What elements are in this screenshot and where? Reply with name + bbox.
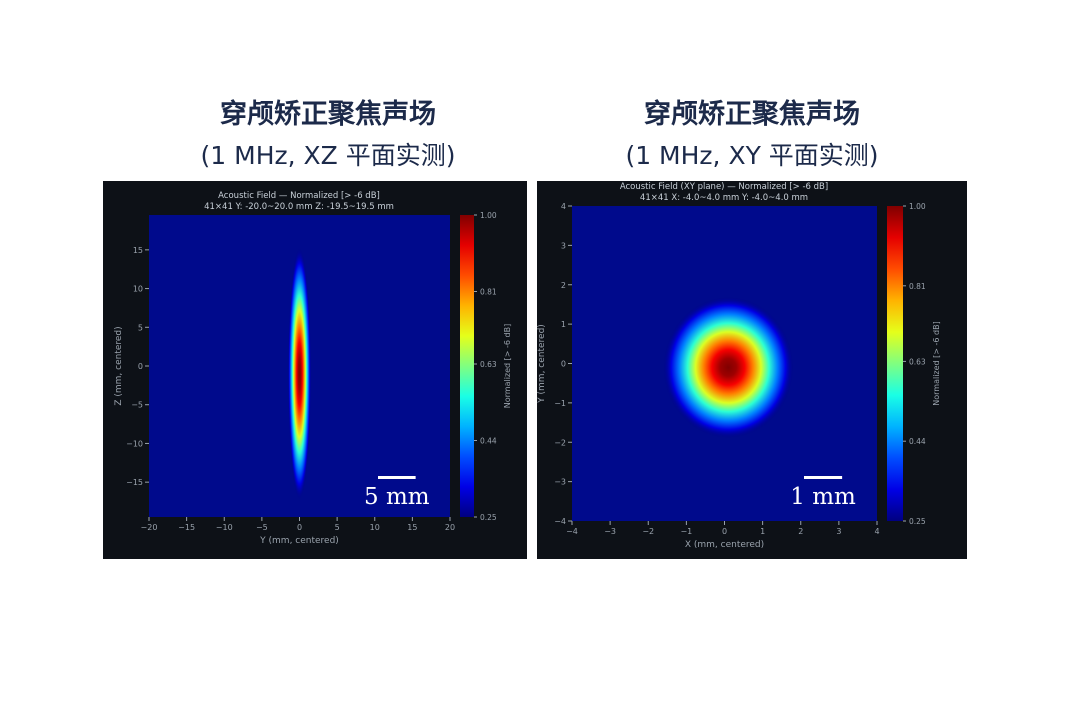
xz-x-tick-label: 10 <box>370 523 380 532</box>
xz-colorbar-tick-label: 0.63 <box>480 360 497 369</box>
xy-colorbar-tick-label: 1.00 <box>909 202 926 211</box>
xz-x-tick-label: 0 <box>297 523 302 532</box>
xy-colorbar-tick-label: 0.81 <box>909 282 926 291</box>
xy-y-axis-label: Y (mm, centered) <box>537 324 547 404</box>
xy-x-tick-label: 1 <box>760 527 765 536</box>
xy-x-tick-label: −3 <box>604 527 616 536</box>
xy-x-axis-label: X (mm, centered) <box>685 540 764 550</box>
xy-colorbar-tick-label: 0.25 <box>909 517 926 526</box>
xz-chart-subtitle: 41×41 Y: -20.0~20.0 mm Z: -19.5~19.5 mm <box>204 202 394 212</box>
xz-y-tick-label: 15 <box>133 246 143 255</box>
xy-y-tick-label: −2 <box>554 438 566 447</box>
xz-colorbar-tick-label: 0.44 <box>480 436 497 445</box>
xz-y-axis-label: Z (mm, centered) <box>114 326 124 405</box>
xz-y-tick-label: 10 <box>133 285 143 294</box>
xy-y-tick-label: −4 <box>554 517 566 526</box>
xy-y-tick-label: −1 <box>554 399 566 408</box>
xy-colorbar-label: Normalized [> -6 dB] <box>932 321 941 405</box>
xz-y-tick-label: −5 <box>131 401 143 410</box>
xz-colorbar-tick-label: 0.25 <box>480 513 497 522</box>
xy-y-tick-label: 1 <box>561 320 566 329</box>
xz-x-tick-label: −5 <box>256 523 268 532</box>
xy-scale-bar-label: 1 mm <box>790 484 856 510</box>
xz-y-tick-label: −10 <box>126 439 143 448</box>
xz-x-tick-label: −20 <box>141 523 158 532</box>
xy-y-tick-label: 2 <box>561 281 566 290</box>
xy-x-tick-label: 0 <box>722 527 727 536</box>
right-panel-subtitle: (1 MHz, XY 平面实测) <box>625 141 879 170</box>
xz-scale-bar-label: 5 mm <box>364 484 430 510</box>
xy-focal-spot <box>613 243 843 492</box>
xz-chart-title: Acoustic Field — Normalized [> -6 dB] <box>218 191 380 201</box>
xz-x-tick-label: 15 <box>407 523 417 532</box>
xy-field-figure: −4 −3 −2 −1 0 1 2 3 4 −4 −3 −2 −1 0 1 2 3 4 X (mm, centere… <box>537 181 967 559</box>
xy-chart-subtitle: 41×41 X: -4.0~4.0 mm Y: -4.0~4.0 mm <box>640 193 808 203</box>
xy-y-tick-label: −3 <box>554 478 566 487</box>
xy-scale-bar <box>804 476 843 479</box>
xy-x-tick-label: −1 <box>680 527 692 536</box>
xz-y-tick-label: −15 <box>126 478 143 487</box>
xy-y-tick-label: 4 <box>561 202 566 211</box>
left-panel-title: 穿颅矫正聚焦声场 <box>220 99 436 130</box>
xy-x-tick-label: 2 <box>798 527 803 536</box>
xy-chart-title: Acoustic Field (XY plane) — Normalized [… <box>620 182 828 192</box>
xz-field-figure: −20 −15 −10 −5 0 5 10 15 20 −15 −10 −5 0 5 10 15 Y (mm, … <box>103 181 527 559</box>
xy-x-tick-label: 3 <box>836 527 841 536</box>
xz-x-tick-label: 20 <box>445 523 455 532</box>
xy-y-tick-label: 3 <box>561 241 566 250</box>
xz-x-tick-label: −15 <box>178 523 195 532</box>
xy-x-tick-label: 4 <box>874 527 879 536</box>
xz-colorbar-tick-label: 0.81 <box>480 288 497 297</box>
right-panel-title: 穿颅矫正聚焦声场 <box>644 99 860 130</box>
xz-x-tick-label: 5 <box>335 523 340 532</box>
xy-colorbar-tick-label: 0.44 <box>909 437 926 446</box>
xz-scale-bar <box>378 476 416 479</box>
xz-colorbar <box>460 215 474 517</box>
xy-x-tick-label: −2 <box>642 527 654 536</box>
xz-field-chart: −20 −15 −10 −5 0 5 10 15 20 −15 −10 −5 0 5 10 15 Y (mm, … <box>114 191 512 546</box>
left-panel-subtitle: (1 MHz, XZ 平面实测) <box>200 141 456 170</box>
xz-focal-spot <box>279 215 320 517</box>
xy-colorbar <box>887 206 903 521</box>
xy-field-chart: −4 −3 −2 −1 0 1 2 3 4 −4 −3 −2 −1 0 1 2 3 4 X (mm, centere… <box>537 182 941 550</box>
xz-y-tick-label: 0 <box>138 362 143 371</box>
xz-y-tick-label: 5 <box>138 323 143 332</box>
xz-colorbar-label: Normalized [> -6 dB] <box>503 324 512 408</box>
xy-x-tick-label: −4 <box>566 527 578 536</box>
xz-x-axis-label: Y (mm, centered) <box>259 536 339 546</box>
xy-colorbar-tick-label: 0.63 <box>909 357 926 366</box>
xz-x-tick-label: −10 <box>216 523 233 532</box>
xz-colorbar-tick-label: 1.00 <box>480 211 497 220</box>
xy-y-tick-label: 0 <box>561 360 566 369</box>
